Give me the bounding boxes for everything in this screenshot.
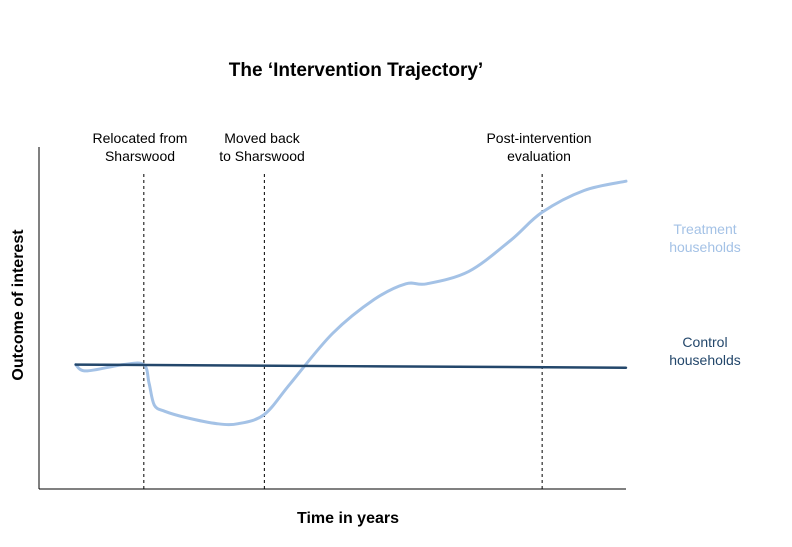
annotation-label: Relocated from Sharswood [92,130,188,164]
x-axis-label: Time in years [297,510,399,527]
annotation-label: Post-intervention evaluation [486,130,592,164]
chart-title: The ‘Intervention Trajectory’ [228,60,484,81]
legend-label-treatment: Treatment households [669,221,741,255]
series-line-treatment [74,179,628,427]
annotation-label: Moved back to Sharswood [219,130,305,164]
series-line-control [74,363,628,369]
legend-label-control: Control households [669,334,741,368]
